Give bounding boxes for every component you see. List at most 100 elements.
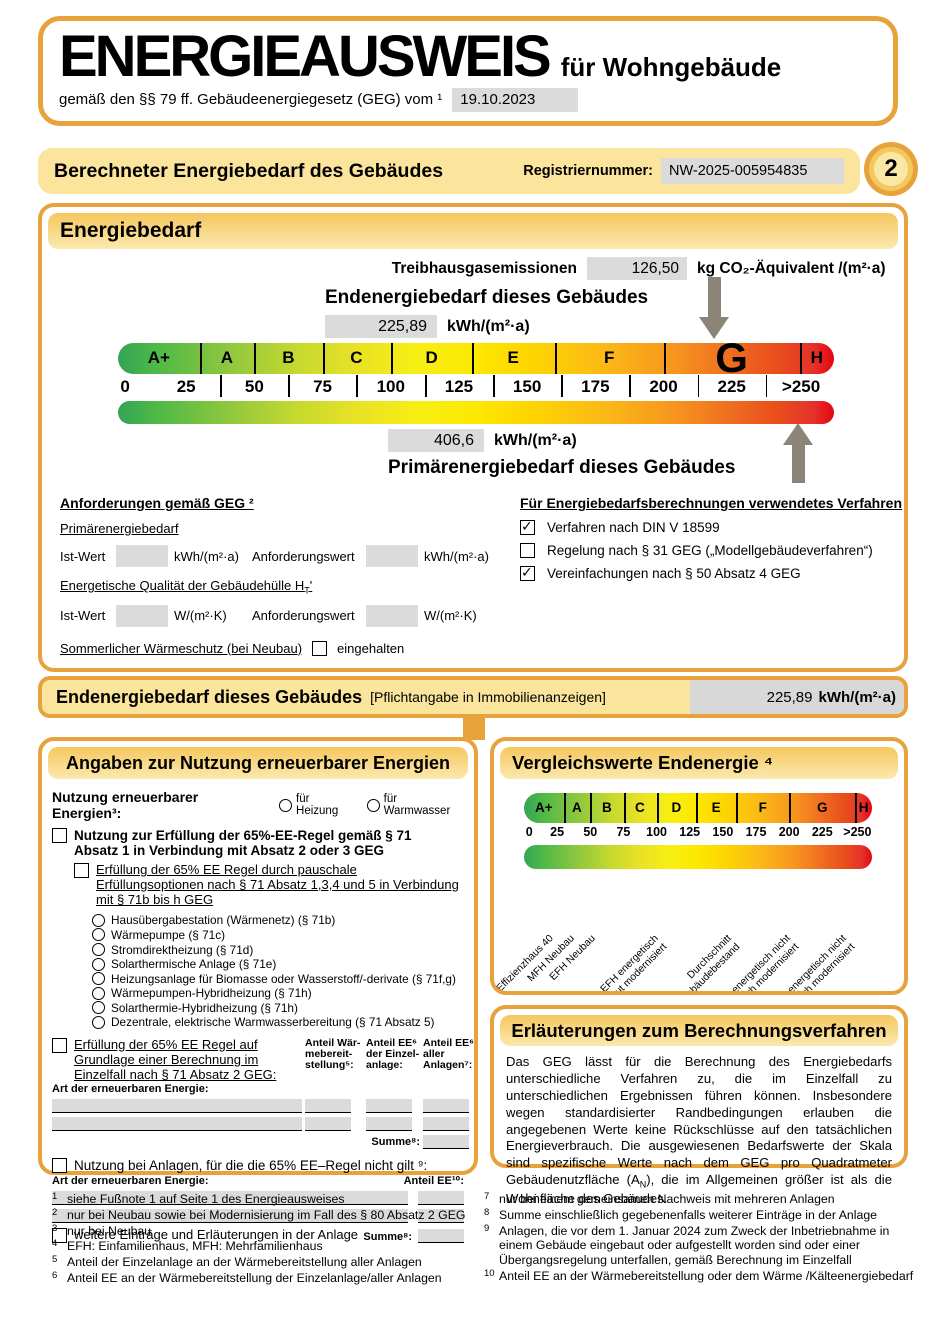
footnote-10: 10 Anteil EE an der Wärmebereitstellung o… <box>484 1267 914 1283</box>
option-radio[interactable] <box>92 1015 105 1029</box>
section-banner-berechneter-energiebedarf: Berechneter Energiebedarf des Gebäudes R… <box>38 148 860 194</box>
unit-kwh: kWh/(m²·a) <box>424 548 489 564</box>
anteil-field[interactable] <box>418 1208 464 1223</box>
law-line-row: gemäß den §§ 79 ff. Gebäudeenergiegesetz… <box>59 87 893 112</box>
footnote-4: 4 EFH: Einfamilienhaus, MFH: Mehrfamilien… <box>52 1238 323 1254</box>
option-radio[interactable] <box>92 986 105 1000</box>
class-label-e: E <box>507 348 519 367</box>
summe-label: Summe⁸: <box>363 1230 412 1243</box>
primaerenergie-unit: kWh/(m²·a) <box>494 431 577 449</box>
endenergiebedarf-label: Endenergiebedarf dieses Gebäudes <box>325 287 649 308</box>
heizung-radio[interactable] <box>279 798 293 812</box>
warmwasser-radio[interactable] <box>366 798 380 812</box>
anteil-field[interactable] <box>418 1190 464 1205</box>
primaerenergie-value-field[interactable]: 406,6 <box>388 429 484 452</box>
option-dezentral-warmwasser: Dezentrale, elektrische Warmwasserbereit… <box>92 1015 464 1030</box>
unit-w: W/(m²·K) <box>424 608 477 624</box>
primaer-anforderung-field[interactable] <box>366 545 418 567</box>
summe-label: Summe⁸: <box>371 1135 420 1148</box>
huelle-anforderung-field[interactable] <box>366 604 418 627</box>
verfahren-vereinfachung-checkbox[interactable] <box>520 564 535 581</box>
verfahren-modellgebaeude-checkbox[interactable] <box>520 543 535 558</box>
anteil-field[interactable] <box>423 1116 469 1131</box>
primaer-ist-field[interactable] <box>116 545 168 567</box>
ghg-value-field[interactable]: 126,50 <box>587 257 687 280</box>
vergleich-reference-labels: Effizienzhaus 40 MFH Neubau EFH Neubau E… <box>495 929 872 991</box>
anteil-ee-header: Anteil EE¹⁰: <box>403 1174 464 1187</box>
pauschale-erfuellung-item: Erfüllung der 65% EE Regel durch pauscha… <box>74 862 464 908</box>
huelle-ist-field[interactable] <box>116 604 168 627</box>
endenergiebedarf-unit: kWh/(m²·a) <box>447 317 530 335</box>
endenergie-banner-value: 225,89 <box>766 688 813 706</box>
option-radio[interactable] <box>92 928 105 942</box>
footnote-8: 8 Summe einschließlich gegebenenfalls wei… <box>484 1206 878 1222</box>
registration-number-field[interactable]: NW-2025-005954835 <box>661 158 844 184</box>
summe-field[interactable] <box>418 1228 464 1243</box>
option-wp-hybrid: Wärmepumpen-Hybridheizung (§ 71h) <box>92 986 464 1001</box>
arrow-head <box>699 317 729 339</box>
erlaeuterungen-title: Erläuterungen zum Berechnungsverfahren <box>500 1015 898 1046</box>
einzelfall-table: Erfüllung der 65% EE Regel auf Grundlage… <box>52 1036 474 1149</box>
class-label-a: A <box>220 348 233 367</box>
option-solar-hybrid: Solarthermie-Hybridheizung (§ 71h) <box>92 1001 464 1016</box>
nicht-gilt-checkbox[interactable] <box>52 1157 67 1173</box>
col-waermebereitstellung: Anteil Wär- mebereit- stellung⁵: <box>305 1036 361 1072</box>
art-field-2[interactable] <box>52 1116 302 1131</box>
gebaeudehuelle-heading: Energetische Qualität der Gebäudehülle H… <box>60 578 313 596</box>
ghg-label: Treibhausgasemissionen <box>391 259 577 277</box>
certificate-date-field[interactable]: 19.10.2023 <box>452 87 579 112</box>
bottom-row: weitere Einträge und Erläuterungen in de… <box>52 1227 464 1243</box>
anteil-field[interactable] <box>366 1116 412 1131</box>
anforderungswert-label: Anforderungswert <box>252 608 355 624</box>
einzelfall-checkbox[interactable] <box>52 1037 67 1053</box>
option-radio[interactable] <box>92 913 105 927</box>
page-subtitle: für Wohngebäude <box>560 52 782 82</box>
endenergiebedarf-banner: Endenergiebedarf dieses Gebäudes [Pflich… <box>38 676 908 718</box>
page-number: 2 <box>874 152 908 186</box>
eingehalten-checkbox[interactable] <box>312 640 328 656</box>
einzelfall-item: Erfüllung der 65% EE Regel auf Grundlage… <box>52 1037 302 1083</box>
nutzung-label: Nutzung erneuerbarer Energien³: <box>52 789 199 821</box>
weitere-eintraege-checkbox[interactable] <box>52 1227 67 1243</box>
option-radio[interactable] <box>92 1001 105 1015</box>
summe-field[interactable] <box>423 1134 469 1149</box>
art-field-1[interactable] <box>52 1098 302 1113</box>
footnote-9: 9 Anlagen, die vor dem 1. Januar 2024 zum… <box>484 1222 890 1268</box>
art-field[interactable] <box>52 1208 408 1223</box>
col-ee-einzelanlage: Anteil EE⁶ der Einzel- anlage: <box>366 1036 420 1072</box>
ee-regel-item: Nutzung zur Erfüllung der 65%-EE-Regel g… <box>52 828 464 858</box>
erfuellungsoptionen-list: Hausübergabestation (Wärmenetz) (§ 71b) … <box>92 913 464 1030</box>
pauschale-erfuellung-checkbox[interactable] <box>74 863 89 879</box>
energy-class-bar: A+ A B C D E F G H <box>118 334 834 381</box>
anteil-field[interactable] <box>305 1116 351 1131</box>
class-label-d: D <box>425 348 438 367</box>
anteil-field[interactable] <box>423 1098 469 1113</box>
class-label-b: B <box>282 348 295 367</box>
law-line: gemäß den §§ 79 ff. Gebäudeenergiegesetz… <box>59 91 443 109</box>
option-solarthermie: Solarthermische Anlage (§ 71e) <box>92 957 464 972</box>
ist-wert-label: Ist-Wert <box>60 608 106 624</box>
verfahren-item: Vereinfachungen nach § 50 Absatz 4 GEG <box>520 564 908 581</box>
verfahren-din-checkbox[interactable] <box>520 518 535 535</box>
endenergie-banner-value-area: 225,89 kWh/(m²·a) <box>690 680 904 714</box>
primaerenergiebedarf-heading: Primärenergiebedarf <box>60 521 179 536</box>
ee-regel-checkbox[interactable] <box>52 828 67 843</box>
table2-row <box>52 1187 464 1205</box>
primaer-ist-row: Ist-Wert kWh/(m²·a) Anforderungswert kWh… <box>60 545 508 567</box>
endenergie-banner-unit: kWh/(m²·a) <box>818 688 897 706</box>
anteil-field[interactable] <box>305 1098 351 1113</box>
art-field[interactable] <box>52 1190 408 1205</box>
verfahren-item: Verfahren nach DIN V 18599 <box>520 518 908 535</box>
option-radio[interactable] <box>92 943 105 957</box>
geg-requirements-column: Anforderungen gemäß GEG ² Primärenergieb… <box>60 495 508 656</box>
option-radio[interactable] <box>92 957 105 971</box>
page-number-badge: 2 <box>864 142 918 196</box>
pflichtangabe-note: [Pflichtangabe in Immobilienanzeigen] <box>370 689 606 705</box>
huelle-ist-row: Ist-Wert W/(m²·K) Anforderungswert W/(m²… <box>60 604 508 627</box>
option-radio[interactable] <box>92 972 105 986</box>
warmwasser-option: für Warmwasser <box>366 793 464 817</box>
anteil-field[interactable] <box>366 1098 412 1113</box>
table2-header-row: Art der erneuerbaren Energie: Anteil EE¹… <box>52 1174 464 1187</box>
footnote-5: 5 Anteil der Einzelanlage an der Wärmeber… <box>52 1254 422 1269</box>
endenergiebedarf-value-field[interactable]: 225,89 <box>325 315 437 338</box>
